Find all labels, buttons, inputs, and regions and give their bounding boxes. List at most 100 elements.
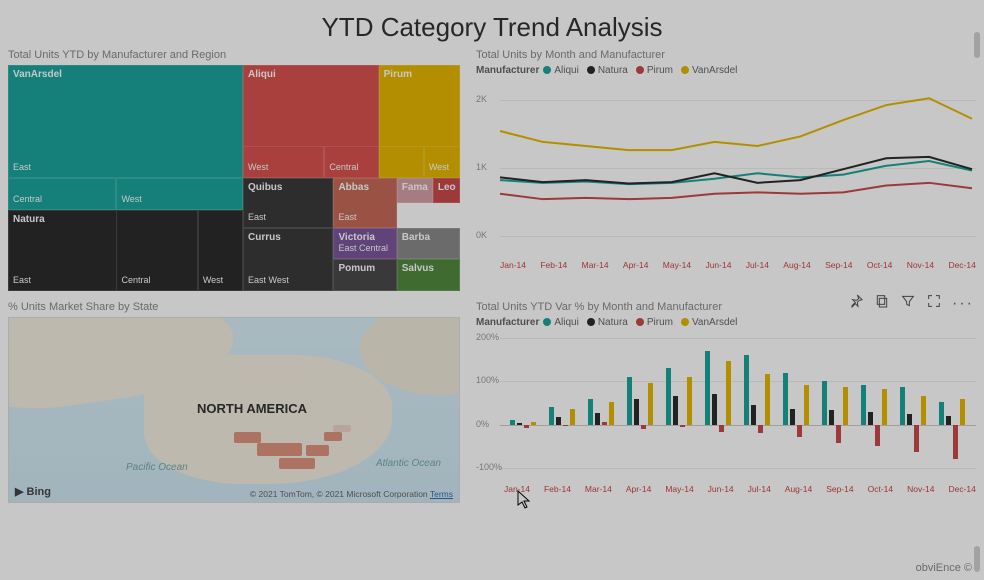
- treemap-node[interactable]: Central: [8, 178, 116, 210]
- bar[interactable]: [946, 416, 951, 425]
- bar[interactable]: [822, 381, 827, 424]
- treemap-sublabel: East West: [244, 272, 293, 288]
- bar[interactable]: [510, 420, 515, 424]
- treemap-node[interactable]: West: [116, 178, 243, 210]
- linechart-plot[interactable]: 0K1K2KJan-14Feb-14Mar-14Apr-14May-14Jun-…: [476, 82, 976, 270]
- copy-icon[interactable]: [874, 293, 890, 314]
- bar[interactable]: [868, 412, 873, 425]
- treemap-node[interactable]: Central: [324, 146, 378, 178]
- barchart-plot[interactable]: -100%0%100%200%Jan-14Feb-14Mar-14Apr-14M…: [476, 334, 976, 494]
- bar[interactable]: [751, 405, 756, 425]
- bar[interactable]: [595, 413, 600, 425]
- map-frame[interactable]: NORTH AMERICA Pacific Ocean Atlantic Oce…: [8, 317, 460, 503]
- map-state[interactable]: [257, 443, 302, 456]
- bar[interactable]: [602, 422, 607, 425]
- linechart-panel[interactable]: Total Units by Month and Manufacturer Ma…: [476, 49, 976, 289]
- bar[interactable]: [907, 414, 912, 424]
- treemap-node[interactable]: Central: [116, 210, 197, 291]
- treemap-node[interactable]: Salvus: [397, 259, 460, 291]
- bar[interactable]: [549, 407, 554, 424]
- map-state[interactable]: [306, 445, 329, 456]
- bar[interactable]: [797, 425, 802, 437]
- bar[interactable]: [953, 425, 958, 460]
- map-attribution: © 2021 TomTom, © 2021 Microsoft Corporat…: [250, 489, 453, 499]
- bar[interactable]: [524, 425, 529, 428]
- treemap-sublabel: East Central: [334, 240, 392, 256]
- treemap-node[interactable]: VanArsdelEast: [8, 65, 243, 178]
- treemap-node[interactable]: Leo: [433, 178, 460, 203]
- bar[interactable]: [900, 387, 905, 425]
- treemap-sublabel: East: [9, 159, 35, 175]
- treemap-sublabel: Central: [9, 191, 46, 207]
- treemap-node[interactable]: Currus East West: [243, 228, 333, 291]
- bar[interactable]: [829, 410, 834, 425]
- treemap-node[interactable]: VictoriaEast Central: [333, 228, 396, 260]
- bar[interactable]: [705, 351, 710, 425]
- bar[interactable]: [627, 377, 632, 425]
- bar[interactable]: [790, 409, 795, 425]
- bar[interactable]: [719, 425, 724, 433]
- pin-icon[interactable]: [848, 293, 864, 314]
- bar[interactable]: [666, 368, 671, 424]
- treemap-label: Currus: [244, 229, 332, 246]
- bar[interactable]: [556, 417, 561, 425]
- linechart-title: Total Units by Month and Manufacturer: [476, 49, 976, 61]
- map-state[interactable]: [279, 458, 315, 469]
- bar[interactable]: [836, 425, 841, 443]
- bar[interactable]: [939, 402, 944, 425]
- barchart-panel[interactable]: ··· Total Units YTD Var % by Month and M…: [476, 301, 976, 551]
- bar[interactable]: [673, 396, 678, 425]
- bar[interactable]: [609, 402, 614, 425]
- treemap-node[interactable]: AbbasEast: [333, 178, 396, 228]
- map-state[interactable]: [333, 425, 351, 432]
- barchart-legend: ManufacturerAliquiNaturaPirumVanArsdel: [476, 317, 976, 328]
- bar[interactable]: [726, 361, 731, 425]
- bar[interactable]: [875, 425, 880, 447]
- bar[interactable]: [758, 425, 763, 434]
- bar[interactable]: [765, 374, 770, 425]
- line-series[interactable]: [500, 157, 972, 184]
- treemap-node[interactable]: Barba: [397, 228, 460, 260]
- bar[interactable]: [861, 385, 866, 425]
- bar[interactable]: [882, 389, 887, 425]
- bar[interactable]: [843, 387, 848, 424]
- treemap-node[interactable]: [379, 146, 424, 178]
- bar[interactable]: [531, 422, 536, 425]
- bar[interactable]: [641, 425, 646, 429]
- treemap-label: Leo: [434, 179, 459, 196]
- bar[interactable]: [921, 396, 926, 425]
- focus-icon[interactable]: [926, 293, 942, 314]
- treemap-sublabel: West: [117, 191, 145, 207]
- treemap-plot[interactable]: VanArsdelEastCentralWestNaturaEastCentra…: [8, 65, 460, 291]
- filter-icon[interactable]: [900, 293, 916, 314]
- treemap-node[interactable]: West: [198, 210, 243, 291]
- bar[interactable]: [804, 385, 809, 425]
- map-terms-link[interactable]: Terms: [430, 489, 453, 499]
- bar[interactable]: [570, 409, 575, 425]
- treemap-node[interactable]: QuibusEast: [243, 178, 333, 228]
- map-state[interactable]: [234, 432, 261, 443]
- treemap-node[interactable]: Fama: [397, 178, 433, 203]
- treemap-node[interactable]: Pomum: [333, 259, 396, 291]
- bar[interactable]: [563, 425, 568, 426]
- bar[interactable]: [744, 355, 749, 424]
- treemap-label: Salvus: [398, 260, 459, 277]
- treemap-panel[interactable]: Total Units YTD by Manufacturer and Regi…: [8, 49, 460, 289]
- bar[interactable]: [687, 377, 692, 425]
- bar[interactable]: [960, 399, 965, 425]
- map-state[interactable]: [324, 432, 342, 441]
- bar[interactable]: [517, 423, 522, 425]
- line-series[interactable]: [500, 98, 972, 150]
- more-icon[interactable]: ···: [952, 295, 974, 313]
- bar[interactable]: [648, 383, 653, 425]
- treemap-node[interactable]: West: [243, 146, 324, 178]
- treemap-node[interactable]: West: [424, 146, 460, 178]
- bar[interactable]: [914, 425, 919, 452]
- line-series[interactable]: [500, 183, 972, 199]
- bar[interactable]: [634, 399, 639, 425]
- bar[interactable]: [680, 425, 685, 428]
- bar[interactable]: [712, 394, 717, 424]
- map-panel[interactable]: % Units Market Share by State NORTH AMER…: [8, 301, 460, 551]
- bar[interactable]: [588, 399, 593, 425]
- bar[interactable]: [783, 373, 788, 425]
